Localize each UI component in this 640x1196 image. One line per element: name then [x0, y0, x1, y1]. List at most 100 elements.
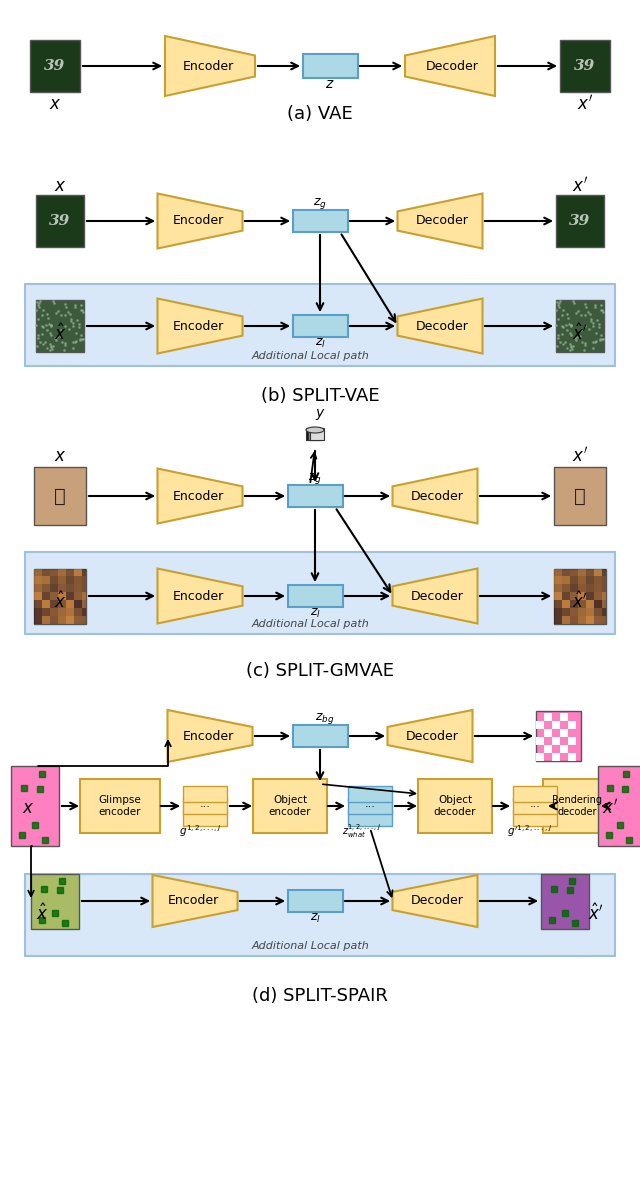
Bar [11, 765, 59, 846]
Text: Decoder: Decoder [415, 214, 468, 227]
Bar [559, 713, 568, 721]
Bar [183, 786, 227, 803]
Polygon shape [152, 875, 237, 927]
FancyBboxPatch shape [80, 779, 160, 832]
Bar [348, 810, 392, 826]
Bar [541, 873, 589, 928]
Text: Glimpse
encoder: Glimpse encoder [99, 795, 141, 817]
Bar [74, 592, 82, 599]
Bar [34, 584, 42, 592]
Bar [562, 592, 570, 599]
Polygon shape [157, 299, 243, 354]
Text: $x$: $x$ [49, 94, 61, 112]
Text: 👤: 👤 [574, 487, 586, 506]
Text: $\hat{x}$: $\hat{x}$ [36, 904, 48, 925]
Bar [543, 730, 552, 737]
Bar [82, 608, 86, 616]
Bar [74, 584, 82, 592]
Bar [517, 799, 553, 813]
Text: $z_{bg}$: $z_{bg}$ [316, 712, 335, 726]
Bar [570, 568, 578, 575]
Bar [183, 810, 227, 826]
Bar [183, 798, 227, 814]
Bar [578, 568, 586, 575]
Bar [58, 584, 66, 592]
Text: $z_l$: $z_l$ [314, 336, 326, 349]
Bar [536, 710, 580, 761]
Polygon shape [405, 36, 495, 96]
Bar [602, 575, 606, 584]
Bar [554, 568, 606, 623]
Bar [570, 575, 578, 584]
Polygon shape [157, 568, 243, 623]
Text: $z^{1,2,...,j}_{what}$: $z^{1,2,...,j}_{what}$ [342, 822, 381, 840]
Polygon shape [392, 568, 477, 623]
Bar [30, 39, 80, 92]
Text: Encoder: Encoder [168, 895, 219, 908]
Bar [562, 608, 570, 616]
FancyBboxPatch shape [292, 725, 348, 748]
Text: Encoder: Encoder [172, 590, 223, 603]
Text: $\hat{x}'$: $\hat{x}'$ [572, 324, 588, 344]
Bar [58, 599, 66, 608]
Bar [74, 608, 82, 616]
Bar [578, 616, 586, 623]
FancyBboxPatch shape [292, 210, 348, 232]
Bar [58, 592, 66, 599]
Text: $z_l$: $z_l$ [310, 911, 321, 925]
Ellipse shape [306, 427, 324, 433]
Text: Decoder: Decoder [411, 489, 463, 502]
Bar [42, 608, 50, 616]
Bar [42, 568, 50, 575]
Polygon shape [165, 36, 255, 96]
Bar [602, 616, 606, 623]
Text: ...: ... [365, 799, 376, 808]
Bar [554, 616, 562, 623]
Bar [34, 592, 42, 599]
Text: Decoder: Decoder [406, 730, 458, 743]
Bar [66, 568, 74, 575]
Bar [594, 608, 602, 616]
Bar [50, 575, 58, 584]
Bar [543, 713, 552, 721]
Bar [602, 592, 606, 599]
Text: Encoder: Encoder [182, 730, 234, 743]
Bar [25, 283, 615, 366]
Bar [66, 575, 74, 584]
Text: $x$: $x$ [54, 177, 66, 195]
Text: (a) VAE: (a) VAE [287, 105, 353, 123]
Bar [82, 592, 86, 599]
Bar [552, 753, 559, 761]
Bar [82, 568, 86, 575]
Bar [568, 737, 575, 745]
Bar [58, 616, 66, 623]
Bar [74, 568, 82, 575]
Bar [74, 599, 82, 608]
Text: $x'$: $x'$ [602, 799, 618, 818]
FancyBboxPatch shape [303, 54, 358, 78]
Bar [50, 616, 58, 623]
Bar [586, 599, 594, 608]
Polygon shape [387, 710, 472, 762]
Bar [34, 568, 42, 575]
Text: $x'$: $x'$ [572, 177, 588, 195]
Bar [66, 592, 74, 599]
Bar [50, 568, 58, 575]
Text: Additional Local path: Additional Local path [251, 620, 369, 629]
Bar [74, 616, 82, 623]
Text: $x'$: $x'$ [577, 94, 593, 114]
FancyBboxPatch shape [287, 486, 342, 507]
Bar [66, 608, 74, 616]
Bar [50, 592, 58, 599]
Bar [42, 599, 50, 608]
Bar [310, 428, 324, 440]
Bar [34, 608, 42, 616]
Bar [578, 599, 586, 608]
Text: $x$: $x$ [54, 447, 66, 465]
Bar [42, 575, 50, 584]
Text: (d) SPLIT-SPAIR: (d) SPLIT-SPAIR [252, 987, 388, 1005]
Bar [34, 616, 42, 623]
Text: $\hat{x}'$: $\hat{x}'$ [572, 592, 588, 612]
Text: $\hat{x}$: $\hat{x}$ [54, 324, 66, 344]
Bar [602, 584, 606, 592]
